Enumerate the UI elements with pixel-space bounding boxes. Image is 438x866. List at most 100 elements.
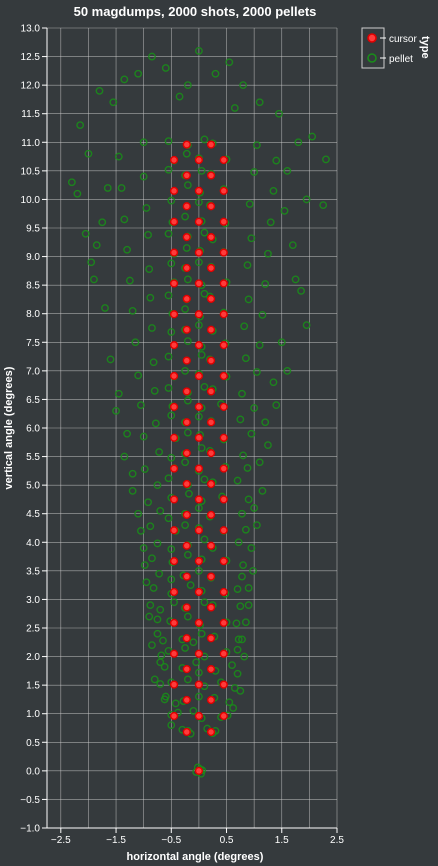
pellet-point [200,382,209,391]
pellet-point [236,415,245,424]
pellet-point [185,489,193,498]
pellet-point [98,218,107,227]
cursor-point [182,202,191,211]
y-tick-label: 7.0 [26,366,40,377]
pellet-point [244,295,253,304]
cursor-point [182,449,191,458]
pellet-point [153,539,162,548]
cursor-point [169,526,179,535]
legend-swatch-pellet [367,53,377,63]
cursor-point [194,433,204,442]
pellet-point [149,584,158,592]
cursor-point [169,402,179,411]
pellet-point [167,721,176,730]
cursor-point [194,186,204,195]
pellet-point [230,104,239,112]
cursor-point [219,526,228,535]
legend-label-pellet: pellet [389,54,413,65]
pellet-point [240,322,249,331]
pellet-point [238,509,246,518]
cursor-point [219,186,228,195]
pellet-point [137,526,145,535]
pellet-point [183,550,192,559]
pellet-point [189,706,198,715]
cursor-point [219,155,228,165]
cursor-point [169,433,179,442]
pellet-point [148,554,156,563]
cursor-point [219,495,228,504]
pellet-point [182,149,191,158]
x-axis-title: horizontal angle (degrees) [127,851,264,863]
cursor-point [219,464,228,473]
pellet-point [250,504,259,512]
pellet-point [114,152,123,161]
cursor-point [194,248,204,257]
cursor-point [219,618,228,627]
pellet-point [186,581,195,590]
pellet-point [114,389,123,398]
cursor-point [194,402,204,411]
pellet-point [240,652,249,661]
pellet-point [183,612,192,621]
pellet-point [164,291,173,300]
pellet-point [171,699,180,708]
cursor-point [182,541,191,550]
pellet-point [255,98,264,107]
pellet-point [255,458,264,467]
pellet-point [139,138,148,147]
pellet-point [167,259,176,268]
pellet-point [200,535,209,544]
pellet-point [128,486,137,495]
cursor-point [182,665,191,674]
y-tick-label: 12.5 [21,52,41,63]
pellet-point [148,641,156,650]
cursor-point [182,572,191,581]
cursor-point [182,140,191,149]
cursor-point [169,587,179,597]
pellet-point [277,338,286,347]
pellet-point [155,569,164,578]
pellet-point [164,137,173,146]
pellet-point [150,386,159,395]
pellet-point [258,486,267,495]
cursor-point [194,680,204,689]
pellet-point [183,675,192,684]
pellet-point [181,366,189,375]
pellet-point [264,441,272,450]
pellet-point [294,138,303,147]
cursor-point [206,418,216,427]
pellet-point [195,412,203,421]
pellet-point [156,605,165,614]
pellet-point [134,371,143,380]
pellet-point [117,184,126,192]
pellet-point [182,244,191,252]
cursor-point [169,557,179,566]
pellet-point [148,52,156,61]
pellet-point [283,166,292,175]
pellet-point [123,429,131,438]
cursor-point [194,618,204,627]
pellet-point [308,132,317,141]
cursor-point [219,433,228,442]
y-tick-label: 9.5 [26,224,40,235]
cursor-point [194,587,204,597]
legend: cursor pellet type [361,27,431,69]
pellet-point [250,168,259,176]
pellet-point [239,81,247,90]
y-tick-label: 8.5 [26,281,40,292]
pellet-point [101,304,109,312]
pellet-point [197,629,206,638]
cursor-point [182,387,191,396]
cursor-point [169,464,179,473]
pellet-point [183,428,192,437]
cursor-point [182,510,191,519]
y-tick-label: 10.0 [21,195,41,206]
cursor-point [194,217,204,226]
pellet-point [164,352,173,361]
cursor-point [194,464,204,473]
pellet-point [247,544,256,552]
cursor-point [169,495,179,504]
cursor-point [194,310,204,319]
pellet-point [238,635,246,644]
y-tick-label: 0.5 [26,738,40,749]
